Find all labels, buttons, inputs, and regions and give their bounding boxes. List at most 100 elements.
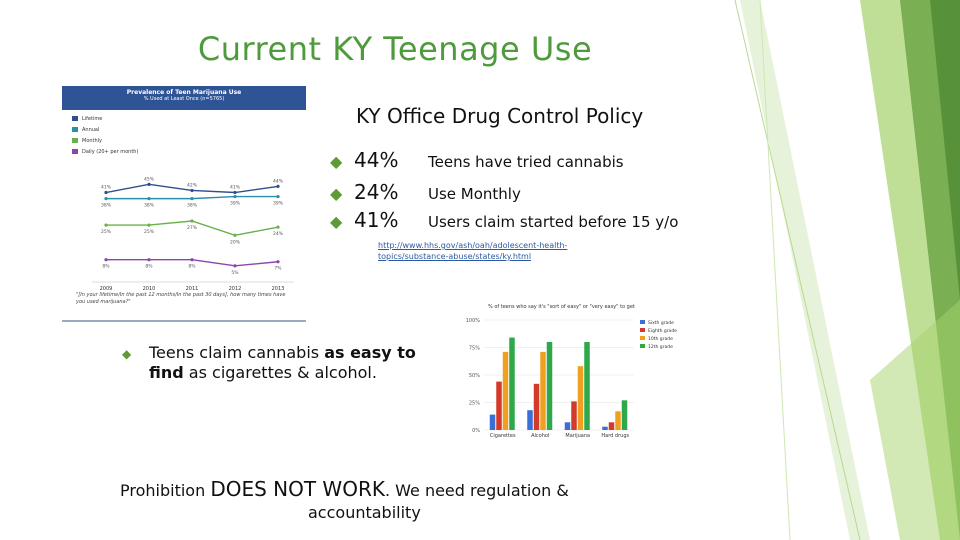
data-point xyxy=(104,258,108,262)
stat-number: 41% xyxy=(354,208,399,232)
data-label: 44% xyxy=(273,178,284,184)
chart1-title: Prevalence of Teen Marijuana Use xyxy=(126,89,242,96)
data-label: 8% xyxy=(188,264,196,270)
data-label: 24% xyxy=(273,231,284,237)
ease-of-access-chart: % of teens who say it's "sort of easy" o… xyxy=(462,300,694,448)
diamond-bullet-icon: ◆ xyxy=(330,152,343,171)
legend-label: Eighth grade xyxy=(648,328,677,334)
x-tick-label: Marijuana xyxy=(565,433,590,439)
legend-swatch xyxy=(72,116,78,121)
legend-swatch xyxy=(640,320,645,324)
stat-text: Teens have tried cannabis xyxy=(428,153,624,171)
data-point xyxy=(104,223,108,227)
data-point xyxy=(104,197,108,201)
data-point xyxy=(190,188,194,193)
stat-row: ◆ 24% Use Monthly xyxy=(330,180,521,204)
legend-item: Lifetime xyxy=(72,116,102,122)
data-label: 5% xyxy=(231,270,239,276)
bar xyxy=(608,422,615,430)
stat-row: ◆ 41% Users claim started before 15 y/o xyxy=(330,208,678,232)
x-tick-label: 2012 xyxy=(229,286,242,292)
stat-text: Use Monthly xyxy=(428,185,521,203)
data-label: 38% xyxy=(101,203,112,209)
stat-number: 44% xyxy=(354,148,399,172)
x-tick-label: Cigarettes xyxy=(490,433,516,439)
data-point xyxy=(190,197,194,201)
data-label: 39% xyxy=(230,201,241,207)
bullet-text-pre: Teens claim cannabis xyxy=(149,343,325,362)
bar xyxy=(564,422,571,430)
legend-swatch xyxy=(640,344,645,348)
data-point xyxy=(233,233,237,237)
footer-line2: accountability xyxy=(308,503,421,522)
legend-item: Monthly xyxy=(72,138,102,144)
bar xyxy=(621,400,628,430)
data-label: 8% xyxy=(102,264,110,270)
bar xyxy=(615,411,621,430)
data-point xyxy=(190,219,194,223)
bar xyxy=(546,342,553,430)
legend-label: Monthly xyxy=(82,138,103,144)
bar xyxy=(571,401,577,430)
data-label: 45% xyxy=(144,176,155,182)
chart1-header: Prevalence of Teen Marijuana Use % Used … xyxy=(62,86,306,110)
y-tick-label: 25% xyxy=(469,401,480,407)
legend-item: Annual xyxy=(72,127,99,133)
x-tick-label: Hard drugs xyxy=(601,433,629,439)
data-label: 25% xyxy=(144,229,155,235)
y-tick-label: 100% xyxy=(466,318,481,324)
data-point xyxy=(276,260,280,264)
bar xyxy=(527,410,533,430)
data-point xyxy=(233,190,237,195)
data-point xyxy=(147,258,151,262)
data-point xyxy=(233,264,237,268)
legend-swatch xyxy=(640,328,645,332)
x-tick-label: 2011 xyxy=(186,286,199,292)
legend-swatch xyxy=(72,138,78,143)
bullet-text-bold: as easy to find xyxy=(149,343,416,382)
chart1-plot: 2009 2010 2011 2012 2013 41% 45% 42% 41% 44% 38% 38… xyxy=(92,176,294,292)
easy-access-bullet: ◆ Teens claim cannabis as easy to find a… xyxy=(122,343,422,383)
bar xyxy=(577,366,584,430)
data-label: 42% xyxy=(187,182,198,188)
legend-label: Daily (20+ per month) xyxy=(82,149,139,155)
legend-label: Annual xyxy=(82,127,100,133)
stat-text: Users claim started before 15 y/o xyxy=(428,213,679,231)
bar xyxy=(509,337,515,430)
bullet-text-post: as cigarettes & alcohol. xyxy=(183,363,377,382)
decorative-background xyxy=(734,0,960,540)
diamond-bullet-icon: ◆ xyxy=(330,212,343,231)
data-label: 39% xyxy=(273,201,284,207)
diamond-bullet-icon: ◆ xyxy=(330,184,343,203)
data-point xyxy=(147,223,151,227)
footer-post: . We need regulation & xyxy=(384,481,569,500)
bar xyxy=(584,342,590,430)
bar xyxy=(533,383,540,430)
data-label: 27% xyxy=(187,225,198,231)
chart1-footnote: "[In your lifetime/In the past 12 months… xyxy=(76,292,286,305)
bar xyxy=(602,426,608,430)
slide-title: Current KY Teenage Use xyxy=(197,30,593,68)
footer-pre: Prohibition xyxy=(120,481,211,500)
data-label: 38% xyxy=(187,203,198,209)
data-point xyxy=(190,258,194,262)
slide-subtitle: KY Office Drug Control Policy xyxy=(356,104,644,128)
stat-row: ◆ 44% Teens have tried cannabis xyxy=(330,148,624,172)
data-point xyxy=(147,182,151,186)
source-link[interactable]: http://www.hhs.gov/ash/oah/adolescent-he… xyxy=(378,241,568,261)
y-tick-label: 0% xyxy=(472,428,480,434)
stat-number: 24% xyxy=(354,180,399,204)
data-label: 20% xyxy=(230,239,241,245)
data-label: 8% xyxy=(145,264,153,270)
x-tick-label: 2010 xyxy=(143,286,156,292)
data-point xyxy=(233,194,237,199)
chart2-plot: 100% 75% 50% 25% 0% Cigarettes Alcohol Marijuan… xyxy=(466,318,677,439)
data-label: 25% xyxy=(101,229,112,235)
data-point xyxy=(104,190,108,195)
legend-label: Lifetime xyxy=(82,116,103,122)
data-point xyxy=(147,197,151,201)
legend-swatch xyxy=(72,127,78,132)
chart2-title: % of teens who say it's "sort of easy" o… xyxy=(488,304,635,310)
legend-item: Daily (20+ per month) xyxy=(72,149,138,155)
data-point xyxy=(276,194,280,199)
